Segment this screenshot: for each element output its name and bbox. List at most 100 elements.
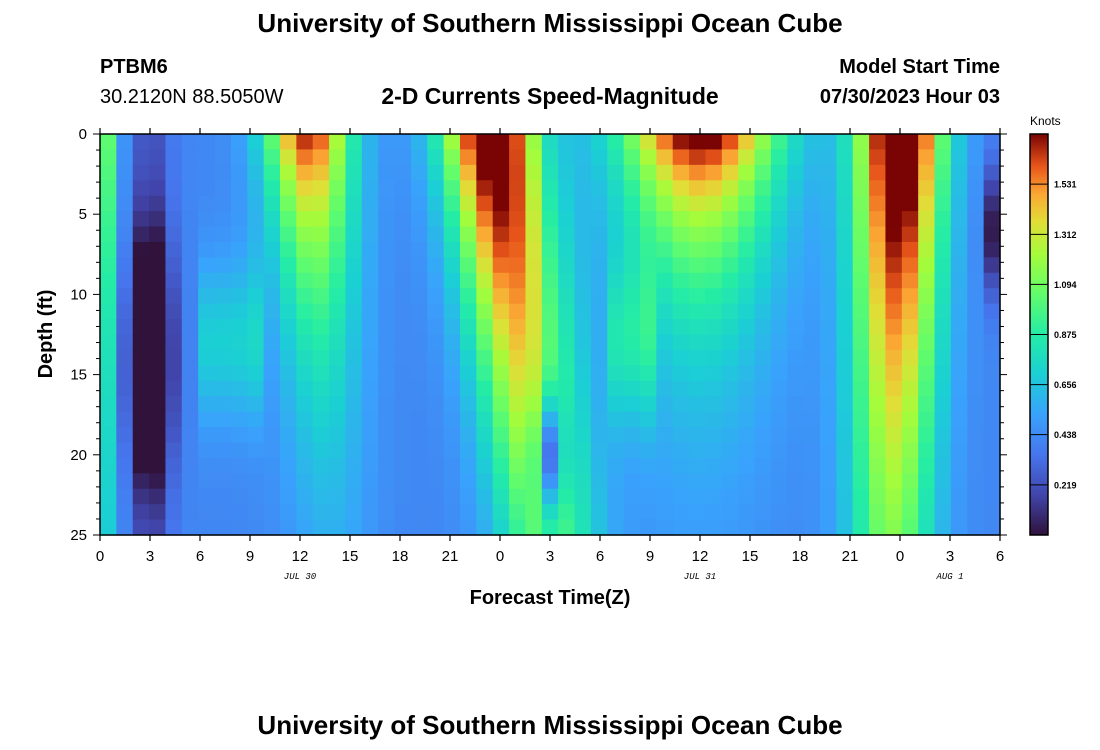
heatmap-cell [852, 504, 870, 521]
heatmap-cell [820, 411, 837, 428]
heatmap-cell [361, 149, 379, 166]
heatmap-cell [918, 365, 936, 382]
heatmap-cell [394, 380, 412, 397]
heatmap-cell [820, 195, 837, 212]
heatmap-cell [100, 411, 117, 428]
heatmap-cell [623, 365, 641, 382]
heatmap-cell [492, 411, 510, 428]
heatmap-cell [116, 134, 134, 151]
heatmap-cell [852, 164, 870, 181]
heatmap-cell [460, 303, 477, 320]
heatmap-cell [623, 457, 641, 474]
date-label: JUL 31 [684, 572, 716, 582]
heatmap-cell [967, 427, 985, 444]
heatmap-cell [525, 257, 543, 274]
heatmap-cell [132, 149, 150, 166]
heatmap-cell [983, 319, 1001, 336]
heatmap-cell [427, 226, 445, 243]
heatmap-cell [214, 488, 232, 505]
heatmap-cell [230, 164, 248, 181]
heatmap-cell [378, 180, 396, 197]
heatmap-cell [509, 380, 527, 397]
heatmap-cell [198, 211, 216, 228]
heatmap-cell [460, 427, 477, 444]
heatmap-cell [116, 457, 134, 474]
heatmap-cell [623, 164, 641, 181]
heatmap-cell [181, 241, 199, 258]
heatmap-cell [607, 226, 625, 243]
heatmap-cell [394, 272, 412, 289]
heatmap-cell [590, 504, 608, 521]
heatmap-cell [705, 319, 723, 336]
heatmap-cell [656, 149, 674, 166]
heatmap-cell [149, 365, 167, 382]
heatmap-cell [460, 457, 477, 474]
heatmap-cell [263, 241, 281, 258]
heatmap-cell [770, 134, 788, 151]
heatmap-cell [427, 427, 445, 444]
heatmap-cell [558, 380, 576, 397]
y-tick-label: 20 [70, 447, 87, 464]
colorbar-tick-label: 1.531 [1054, 180, 1077, 190]
heatmap-cell [558, 272, 576, 289]
heatmap-cell [770, 149, 788, 166]
heatmap-cell [738, 134, 756, 151]
heatmap-cell [230, 396, 248, 413]
heatmap-cell [770, 349, 788, 366]
heatmap-cell [836, 488, 854, 505]
heatmap-cell [280, 211, 297, 228]
heatmap-cell [672, 411, 690, 428]
heatmap-cell [787, 457, 805, 474]
heatmap-cell [983, 334, 1001, 351]
heatmap-cell [312, 195, 330, 212]
heatmap-cell [623, 427, 641, 444]
heatmap-cell [672, 195, 690, 212]
heatmap-cell [149, 442, 167, 459]
heatmap-cell [558, 319, 576, 336]
x-tick-label: 12 [692, 548, 709, 565]
heatmap-cell [558, 241, 576, 258]
heatmap-cell [378, 334, 396, 351]
heatmap-cell [263, 411, 281, 428]
heatmap-cell [230, 195, 248, 212]
heatmap-cell [852, 149, 870, 166]
heatmap-cell [492, 365, 510, 382]
heatmap-cell [345, 241, 363, 258]
heatmap-cell [640, 319, 657, 336]
heatmap-cell [656, 396, 674, 413]
heatmap-cell [198, 427, 216, 444]
heatmap-cell [214, 180, 232, 197]
heatmap-cell [427, 149, 445, 166]
heatmap-cell [378, 488, 396, 505]
heatmap-cell [443, 241, 461, 258]
heatmap-cell [460, 396, 477, 413]
heatmap-cell [672, 334, 690, 351]
heatmap-cell [230, 411, 248, 428]
heatmap-cell [918, 149, 936, 166]
heatmap-cell [280, 365, 297, 382]
heatmap-cell [410, 334, 428, 351]
heatmap-cell [869, 164, 887, 181]
heatmap-cell [230, 257, 248, 274]
heatmap-cell [149, 427, 167, 444]
heatmap-cell [378, 134, 396, 151]
heatmap-cell [263, 303, 281, 320]
heatmap-cell [329, 380, 347, 397]
heatmap-cell [263, 473, 281, 490]
heatmap-cell [934, 241, 952, 258]
heatmap-cell [214, 380, 232, 397]
heatmap-cell [181, 349, 199, 366]
heatmap-cell [918, 211, 936, 228]
heatmap-cell [983, 288, 1001, 305]
heatmap-cell [378, 149, 396, 166]
heatmap-cell [132, 195, 150, 212]
heatmap-cell [378, 519, 396, 536]
heatmap-cell [427, 241, 445, 258]
heatmap-cell [541, 396, 559, 413]
heatmap-cell [689, 164, 707, 181]
heatmap-cell [410, 365, 428, 382]
y-tick-label: 25 [70, 527, 87, 544]
heatmap-cell [361, 164, 379, 181]
heatmap-cell [558, 442, 576, 459]
x-axis: 0 3 6 9 12 15 18 21 0 3 6 9 12 15 18 21 0 3 6 JUL 30 JUL 31 A… [96, 128, 1004, 582]
